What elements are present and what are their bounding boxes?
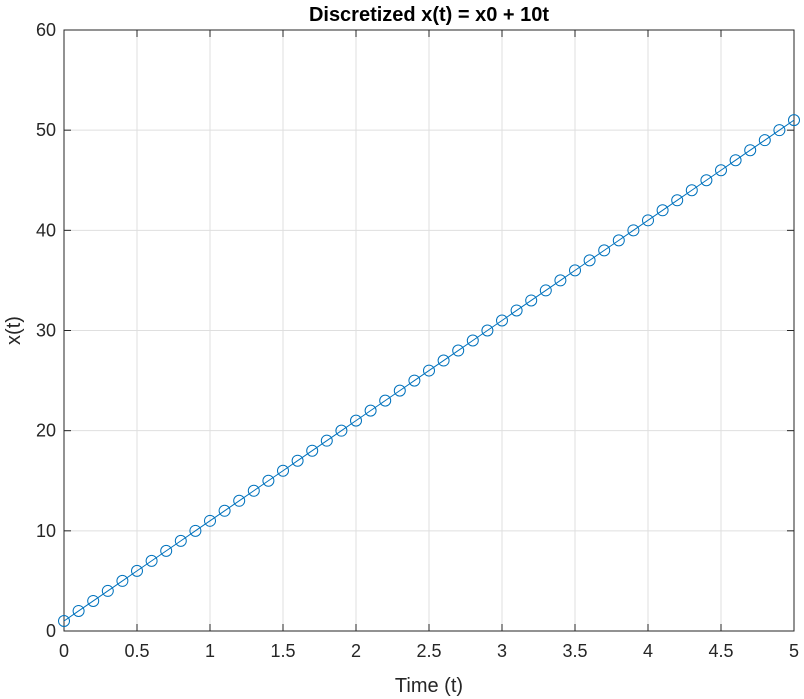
data-point-marker bbox=[744, 144, 757, 157]
data-point-marker bbox=[437, 354, 450, 367]
data-point-marker bbox=[218, 504, 231, 517]
data-point-marker bbox=[539, 284, 552, 297]
data-point-marker bbox=[510, 304, 523, 317]
data-point-marker bbox=[583, 254, 596, 267]
data-point-marker bbox=[642, 214, 654, 227]
data-point-marker bbox=[700, 174, 713, 187]
data-point-marker bbox=[554, 274, 567, 287]
data-point-marker bbox=[773, 124, 786, 137]
data-point-marker bbox=[496, 314, 508, 327]
x-tick-label: 5 bbox=[789, 641, 799, 661]
x-tick-label: 2.5 bbox=[416, 641, 441, 661]
axis-ticks bbox=[63, 29, 795, 632]
data-point-marker bbox=[466, 334, 479, 347]
data-point-marker bbox=[598, 244, 611, 257]
data-point-marker bbox=[685, 184, 698, 197]
data-point-marker bbox=[393, 384, 406, 397]
y-tick-label: 0 bbox=[46, 621, 56, 641]
x-tick-label: 2 bbox=[351, 641, 361, 661]
y-tick-label: 10 bbox=[36, 521, 56, 541]
x-tick-label: 0.5 bbox=[124, 641, 149, 661]
data-point-marker bbox=[291, 454, 304, 467]
y-axis-tick-labels: 0 10 20 30 40 50 60 bbox=[36, 20, 56, 641]
data-point-marker bbox=[277, 464, 289, 477]
data-point-marker bbox=[525, 294, 538, 307]
data-point-marker bbox=[656, 204, 669, 217]
x-tick-label: 3 bbox=[497, 641, 507, 661]
data-point-marker bbox=[233, 494, 246, 507]
chart-title: Discretized x(t) = x0 + 10t bbox=[309, 4, 549, 26]
data-point-marker bbox=[715, 164, 727, 177]
x-tick-label: 3.5 bbox=[562, 641, 587, 661]
data-point-marker bbox=[72, 604, 85, 617]
data-point-marker bbox=[612, 234, 625, 247]
data-point-marker bbox=[729, 154, 742, 167]
data-point-marker bbox=[627, 224, 640, 237]
data-point-marker bbox=[189, 524, 202, 537]
data-point-marker bbox=[452, 344, 465, 357]
y-tick-label: 30 bbox=[36, 321, 56, 341]
data-point-marker bbox=[145, 554, 158, 567]
data-point-marker bbox=[350, 414, 362, 427]
data-point-marker bbox=[87, 594, 100, 607]
data-point-marker bbox=[131, 564, 143, 577]
data-point-marker bbox=[481, 324, 494, 337]
y-axis-label: x(t) bbox=[3, 316, 25, 345]
data-point-marker bbox=[160, 544, 173, 557]
data-point-marker bbox=[262, 474, 275, 487]
data-point-marker bbox=[174, 534, 187, 547]
data-point-marker bbox=[58, 614, 70, 627]
series bbox=[58, 114, 800, 627]
y-tick-label: 60 bbox=[36, 20, 56, 40]
x-axis-tick-labels: 0 0.5 1 1.5 2 2.5 3 3.5 4 4.5 5 bbox=[59, 641, 799, 661]
data-point-marker bbox=[101, 584, 114, 597]
data-point-marker bbox=[788, 114, 800, 127]
x-tick-label: 1 bbox=[205, 641, 215, 661]
data-point-marker bbox=[569, 264, 581, 277]
x-tick-label: 4 bbox=[643, 641, 653, 661]
data-point-marker bbox=[335, 424, 348, 437]
x-tick-label: 0 bbox=[59, 641, 69, 661]
x-axis-label: Time (t) bbox=[395, 675, 463, 697]
data-point-marker bbox=[204, 514, 216, 527]
data-point-marker bbox=[758, 134, 771, 147]
data-point-marker bbox=[116, 574, 129, 587]
data-point-marker bbox=[306, 444, 319, 457]
y-tick-label: 20 bbox=[36, 421, 56, 441]
data-point-marker bbox=[671, 194, 684, 207]
data-point-marker bbox=[379, 394, 392, 407]
data-point-marker bbox=[247, 484, 260, 497]
x-tick-label: 4.5 bbox=[708, 641, 733, 661]
data-point-marker bbox=[364, 404, 377, 417]
data-point-marker bbox=[320, 434, 333, 447]
grid bbox=[63, 29, 795, 632]
data-point-marker bbox=[423, 364, 435, 377]
data-point-marker bbox=[408, 374, 421, 387]
x-tick-label: 1.5 bbox=[270, 641, 295, 661]
y-tick-label: 50 bbox=[36, 120, 56, 140]
y-tick-label: 40 bbox=[36, 220, 56, 240]
